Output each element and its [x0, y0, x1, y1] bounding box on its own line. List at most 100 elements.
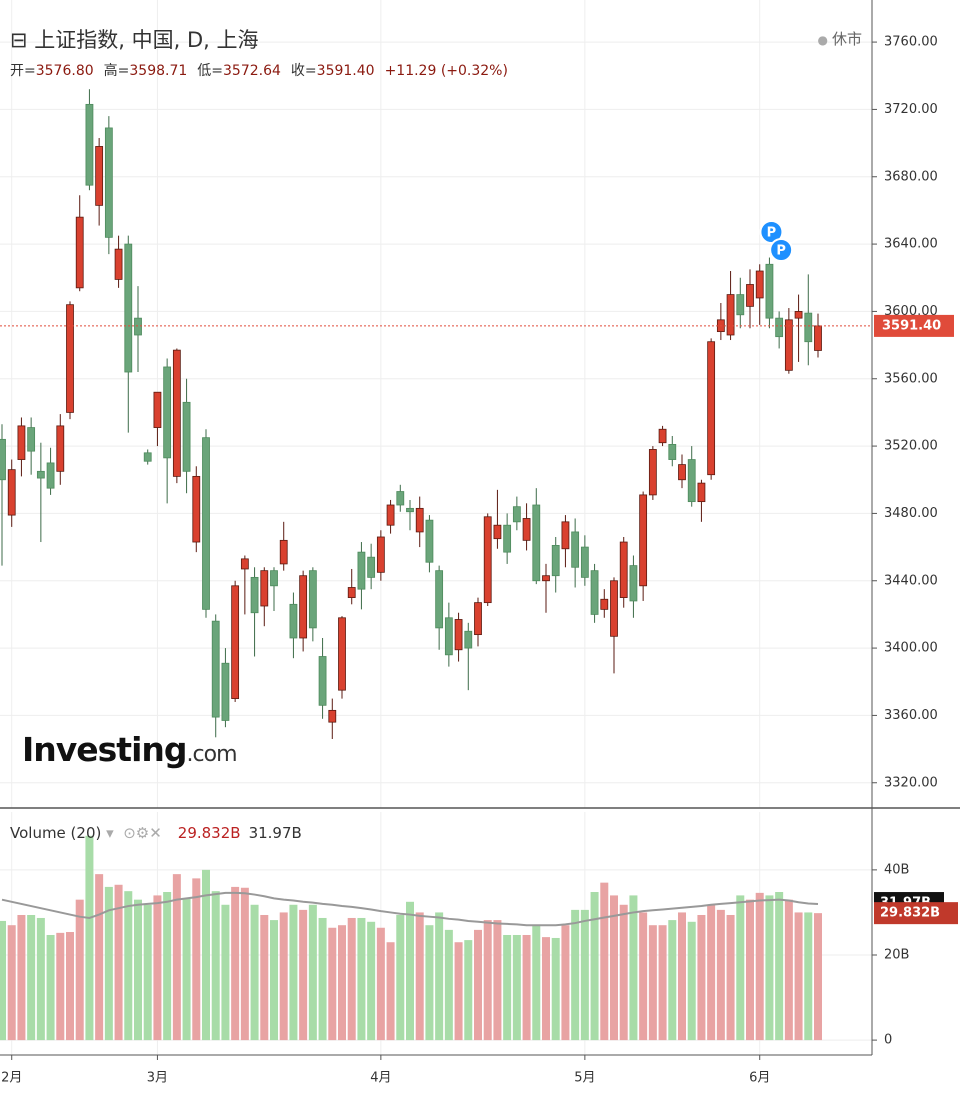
volume-bar: [260, 914, 269, 1041]
volume-bar: [328, 927, 337, 1041]
candle-body: [619, 541, 628, 598]
candle-body: [46, 462, 55, 489]
volume-bar: [153, 895, 162, 1041]
volume-bar: [697, 914, 706, 1041]
y-tick-label: 3560.00: [884, 371, 938, 386]
volume-bar: [571, 909, 580, 1041]
volume-bar: [279, 912, 288, 1041]
candle-body: [775, 317, 784, 338]
candle-body: [153, 391, 162, 428]
candle-body: [338, 617, 346, 691]
volume-bar: [396, 914, 405, 1041]
volume-bar: [474, 929, 482, 1041]
candle-body: [36, 470, 45, 479]
candle-body: [134, 317, 142, 336]
volume-bar: [308, 904, 317, 1041]
candle-body: [75, 216, 84, 289]
candle-body: [114, 248, 123, 280]
candle-body: [211, 620, 220, 718]
candle-body: [308, 570, 317, 629]
event-marker-label: P: [767, 226, 777, 241]
volume-bar: [668, 920, 677, 1041]
volume-bar: [0, 920, 6, 1041]
candle-body: [804, 312, 813, 343]
y-tick-label: 0: [884, 1033, 892, 1048]
candle-body: [124, 243, 133, 373]
candle-body: [328, 709, 337, 723]
volume-bar: [444, 929, 453, 1041]
x-tick-label: 5月: [574, 1071, 595, 1086]
volume-tag-label: 29.832B: [880, 906, 940, 921]
candle-body: [396, 491, 405, 506]
volume-bar: [610, 895, 618, 1041]
watermark: Investing.com: [22, 730, 237, 769]
volume-bar: [804, 912, 813, 1041]
volume-bar: [163, 892, 172, 1041]
y-tick-label: 3720.00: [884, 102, 938, 117]
volume-bar: [794, 912, 803, 1041]
candle-body: [726, 294, 735, 336]
volume-bar: [182, 897, 191, 1041]
volume-bar: [619, 904, 628, 1041]
candle-body: [639, 494, 648, 587]
candle-body: [367, 556, 376, 578]
volume-bar: [707, 904, 716, 1041]
candle-body: [289, 603, 298, 639]
volume-bar: [357, 917, 366, 1041]
market-status: 休市: [818, 28, 862, 49]
candle-body: [406, 507, 414, 513]
y-tick-label: 20B: [884, 947, 909, 962]
volume-bar: [629, 895, 638, 1041]
title: 上证指数, 中国, D, 上海: [34, 28, 259, 52]
candle-body: [610, 580, 618, 637]
y-tick-label: 3400.00: [884, 641, 938, 656]
y-tick-label: 3640.00: [884, 237, 938, 252]
volume-bar: [46, 934, 55, 1041]
ohlc-value: 3591.40: [316, 63, 375, 79]
ohlc-label: 高=: [103, 63, 130, 79]
candle-body: [17, 425, 26, 460]
candle-body: [746, 284, 754, 307]
candle-body: [279, 539, 288, 565]
volume-bar: [678, 912, 686, 1041]
last-price-label: 3591.40: [882, 318, 941, 333]
volume-last: 29.832B: [177, 824, 241, 842]
ohlc-line: 开=3576.80 高=3598.71 低=3572.64 收=3591.40 +11.…: [10, 60, 508, 80]
volume-bar: [7, 925, 16, 1041]
y-tick-label: 3680.00: [884, 169, 938, 184]
candle-body: [240, 558, 249, 570]
volume-bar: [56, 932, 65, 1041]
volume-bar: [386, 942, 395, 1041]
event-marker: [769, 238, 794, 262]
volume-bar: [104, 886, 113, 1041]
candle-body: [444, 617, 453, 656]
candle-body: [483, 516, 492, 604]
candle-body: [658, 428, 667, 444]
volume-bar: [435, 912, 444, 1041]
candle-body: [765, 263, 774, 319]
volume-bar: [240, 887, 249, 1041]
volume-bar: [27, 914, 36, 1041]
y-tick-label: 3480.00: [884, 506, 938, 521]
event-marker-label: P: [776, 244, 786, 259]
brand: Investing: [22, 730, 188, 769]
candle-body: [0, 438, 6, 481]
ohlc-value: 3572.64: [223, 63, 281, 79]
candle-body: [163, 366, 172, 459]
volume-bar: [532, 925, 541, 1041]
volume-bar: [503, 934, 512, 1041]
candle-body: [755, 270, 764, 299]
y-tick-label: 3360.00: [884, 708, 938, 723]
candle-body: [66, 304, 74, 413]
volume-bar: [85, 835, 94, 1041]
volume-bar: [425, 925, 434, 1041]
volume-bar: [736, 895, 745, 1041]
chart-title: ⊟ 上证指数, 中国, D, 上海: [10, 28, 259, 52]
volume-bar: [483, 920, 492, 1041]
volume-bar: [464, 940, 473, 1041]
candle-body: [687, 459, 696, 503]
candle-body: [503, 524, 512, 553]
volume-bar: [542, 937, 550, 1041]
volume-bar: [250, 904, 259, 1041]
